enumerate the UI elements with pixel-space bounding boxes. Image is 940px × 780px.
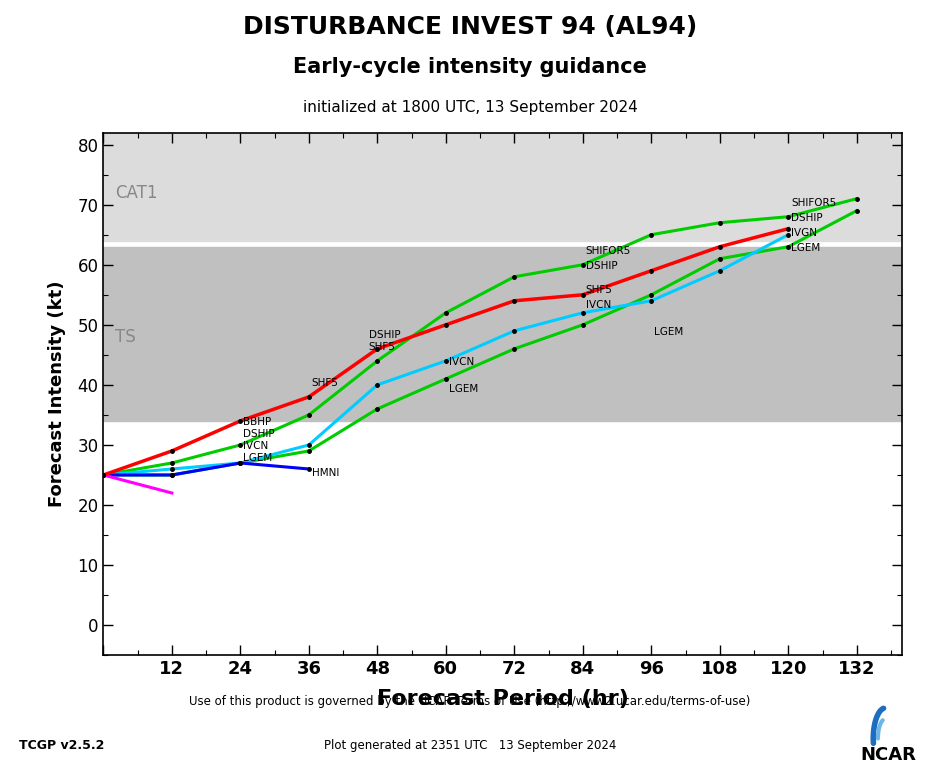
Text: SHIFOR5: SHIFOR5 (586, 246, 631, 256)
Text: BBHP: BBHP (243, 417, 272, 427)
Text: DSHIP: DSHIP (791, 213, 822, 223)
Text: TCGP v2.5.2: TCGP v2.5.2 (19, 739, 104, 752)
Text: Plot generated at 2351 UTC   13 September 2024: Plot generated at 2351 UTC 13 September … (323, 739, 617, 752)
Text: IVCN: IVCN (448, 357, 474, 367)
Text: LGEM: LGEM (791, 243, 821, 253)
Text: NCAR: NCAR (861, 746, 916, 764)
Text: LGEM: LGEM (243, 453, 273, 463)
Text: IVCN: IVCN (586, 300, 611, 310)
Text: IVGN: IVGN (791, 228, 817, 238)
Text: Use of this product is governed by the UCAR Terms of Use (http://www2.ucar.edu/t: Use of this product is governed by the U… (189, 695, 751, 708)
Text: DISTURBANCE INVEST 94 (AL94): DISTURBANCE INVEST 94 (AL94) (243, 15, 697, 39)
Text: IVCN: IVCN (243, 441, 269, 451)
Text: LGEM: LGEM (654, 327, 683, 337)
Text: TS: TS (115, 328, 135, 346)
Text: SHF5: SHF5 (312, 378, 338, 388)
Bar (103, 246, 902, 421)
Text: SHF5: SHF5 (368, 342, 396, 352)
Text: SHIFOR5: SHIFOR5 (791, 197, 837, 207)
Text: HMNI: HMNI (312, 468, 339, 478)
Text: DSHIP: DSHIP (368, 330, 400, 340)
Text: LGEM: LGEM (448, 384, 478, 394)
Text: initialized at 1800 UTC, 13 September 2024: initialized at 1800 UTC, 13 September 20… (303, 100, 637, 115)
Text: Early-cycle intensity guidance: Early-cycle intensity guidance (293, 58, 647, 77)
X-axis label: Forecast Period (hr): Forecast Period (hr) (377, 690, 629, 709)
Text: CAT1: CAT1 (115, 183, 157, 202)
Bar (103, 133, 902, 241)
Y-axis label: Forecast Intensity (kt): Forecast Intensity (kt) (48, 281, 67, 507)
Text: DSHIP: DSHIP (243, 429, 274, 439)
Text: SHF5: SHF5 (586, 285, 613, 295)
Text: DSHIP: DSHIP (586, 261, 618, 271)
